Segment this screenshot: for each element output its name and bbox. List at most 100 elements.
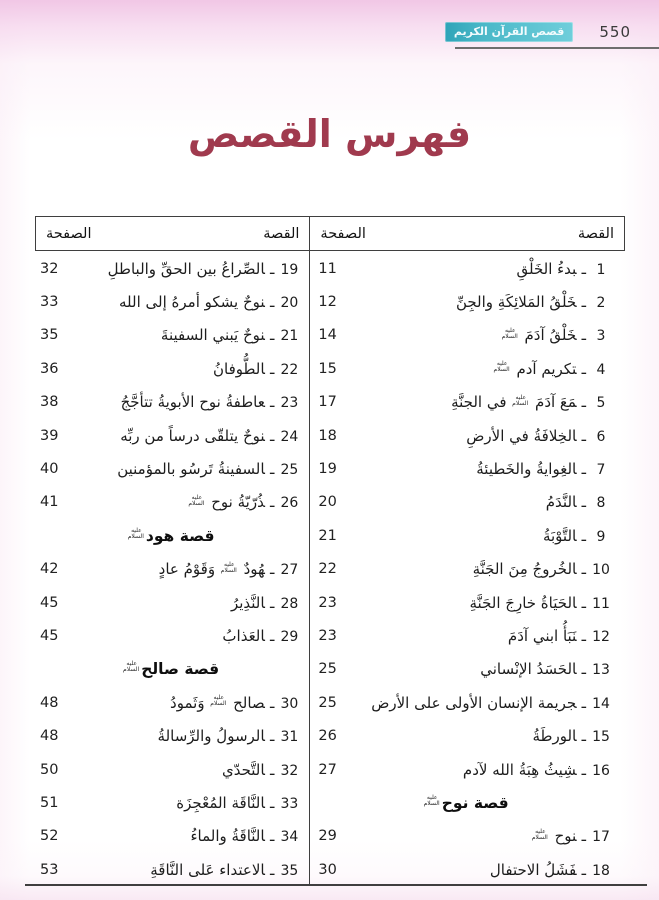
- toc-entry-dash: ـ: [269, 860, 275, 879]
- toc-entry-text: 29 ـالعَذابُ: [222, 627, 301, 645]
- toc-entry-number: 32: [280, 762, 299, 779]
- toc-entry: 19 ـالصِّراعُ بين الحقِّ والباطلِ 32: [40, 252, 301, 285]
- toc-page-number: 30: [318, 861, 337, 878]
- toc-entry-title: خَلْقُ المَلائِكَةِ والجِنِّ: [455, 293, 577, 312]
- toc-page-number: 36: [40, 360, 59, 377]
- toc-entry: 12 ـنَبَأُ ابني آدَمَ 23: [318, 619, 613, 652]
- toc-entry: 27 ـهُودٌ عليه السلام وَقَوْمُ عادٍ 42: [40, 553, 301, 586]
- toc-entry-dash: ـ: [269, 560, 275, 579]
- toc-page-number: 38: [40, 394, 59, 411]
- table-body: 1ـبدءُ الخَلْقِ 11 2ـخَلْقُ المَلائِكَةِ و…: [35, 251, 625, 887]
- toc-page-number: 26: [318, 728, 337, 745]
- alayhi-salam-mark: عليه السلام: [188, 493, 205, 507]
- table-of-contents: القصة الصفحة القصة الصفحة 1ـبدءُ الخَلْق…: [35, 216, 625, 887]
- toc-entry-text: 27 ـهُودٌ عليه السلام وَقَوْمُ عادٍ: [159, 560, 302, 578]
- toc-entry-number: 25: [280, 462, 299, 479]
- toc-entry-dash: ـ: [581, 526, 586, 545]
- toc-page-number: 48: [40, 728, 59, 745]
- toc-entry-text: 6ـالخِلافَةُ في الأرضِ: [466, 427, 613, 445]
- alayhi-salam-mark: عليه السلام: [123, 660, 140, 674]
- toc-entry-dash: ـ: [269, 359, 275, 378]
- toc-entry: 29 ـالعَذابُ 45: [40, 619, 301, 652]
- toc-page-number: 25: [318, 694, 337, 711]
- toc-column-left: 19ـالصِّراعُ بين الحقِّ والباطلِ 32 20ـنوح…: [35, 251, 309, 886]
- toc-entry: 32 ـالتَّحدّي 50: [40, 753, 301, 786]
- column-header-page: الصفحة: [46, 225, 92, 242]
- table-header-left: القصة الصفحة: [36, 217, 309, 250]
- toc-entry-number: 29: [280, 628, 299, 645]
- toc-entry: 13 ـالحَسَدُ الإنْساني 25: [318, 653, 613, 686]
- toc-page-number: 35: [40, 327, 59, 344]
- toc-entry-text: 14 ـجريمة الإنسان الأولى على الأرض: [371, 694, 613, 712]
- toc-entry-dash: ـ: [269, 693, 275, 712]
- toc-entry: 21 ـنوحٌ يَبني السفينةَ 35: [40, 319, 301, 352]
- toc-entry-dash: ـ: [269, 426, 275, 445]
- toc-entry-title: خَلْقُ آدَمَ عليه السلام: [501, 326, 577, 345]
- toc-entry-text: 28 ـالنَّذِيرُ: [231, 594, 301, 612]
- toc-entry-dash: ـ: [269, 593, 275, 612]
- toc-page-number: 50: [40, 761, 59, 778]
- toc-entry: 9ـالتَّوْبَةُ 21: [318, 519, 613, 552]
- toc-entry-dash: ـ: [269, 293, 275, 312]
- toc-entry-title: هُودٌ عليه السلام وَقَوْمُ عادٍ: [158, 560, 265, 579]
- header-divider: [455, 47, 659, 49]
- toc-entry-text: 16 ـشِيثُ هِبَةُ الله لآدم: [463, 761, 613, 779]
- toc-entry-number: 13: [592, 662, 610, 679]
- toc-page-number: 20: [318, 494, 337, 511]
- toc-entry-title: نوح عليه السلام: [531, 827, 577, 846]
- toc-page-number: 25: [318, 661, 337, 678]
- toc-entry-text: 26 ـذُرّيّةُ نوح عليه السلام: [187, 493, 301, 511]
- toc-page-number: 45: [40, 594, 59, 611]
- toc-entry-number: 31: [280, 729, 299, 746]
- toc-entry-number: 23: [280, 395, 299, 412]
- toc-entry-title: تكريم آدم عليه السلام: [493, 359, 577, 378]
- toc-entry-text: 33 ـالنَّاقَة المُعْجِزَة: [176, 794, 301, 812]
- toc-entry: 34 ـالنَّاقَةُ والماءُ 52: [40, 820, 301, 853]
- toc-entry-number: 10: [592, 562, 610, 579]
- toc-entry-number: 35: [280, 862, 299, 879]
- alayhi-salam-mark: عليه السلام: [210, 694, 227, 708]
- toc-entry: 25 ـالسفينةُ تَرسُو بالمؤمنين 40: [40, 452, 301, 485]
- toc-page-number: 21: [318, 527, 337, 544]
- toc-entry-number: 19: [280, 261, 299, 278]
- toc-entry-text: 8ـالنَّدَمُ: [546, 493, 613, 511]
- section-header: قصة صالح عليه السلام: [123, 660, 220, 679]
- toc-entry-dash: ـ: [581, 593, 586, 612]
- toc-entry-number: 11: [592, 595, 610, 612]
- toc-entry-title: بدءُ الخَلْقِ: [516, 259, 577, 278]
- toc-entry-dash: ـ: [581, 760, 586, 779]
- toc-page-number: 45: [40, 627, 59, 644]
- toc-entry-number: 17: [592, 829, 610, 846]
- toc-entry-text: 7ـالغِوايةُ والخَطيئةُ: [476, 460, 613, 478]
- toc-entry: 23 ـعاطفةُ نوح الأبويةُ تتأجَّجُ 38: [40, 386, 301, 419]
- alayhi-salam-mark: عليه السلام: [512, 393, 529, 407]
- toc-page-number: 29: [318, 828, 337, 845]
- toc-entry: 17 ـنوح عليه السلام 29: [318, 820, 613, 853]
- toc-entry-dash: ـ: [269, 393, 275, 412]
- toc-entry-title: الورطَةُ: [532, 727, 577, 746]
- toc-entry: 3ـخَلْقُ آدَمَ عليه السلام 14: [318, 319, 613, 352]
- toc-entry-dash: ـ: [581, 293, 586, 312]
- toc-entry-text: 18 ـفَشَلُ الاحتفال: [490, 861, 613, 879]
- toc-entry-number: 16: [592, 762, 610, 779]
- toc-entry-title: شِيثُ هِبَةُ الله لآدم: [462, 760, 577, 779]
- toc-entry-dash: ـ: [269, 259, 275, 278]
- toc-page-number: 23: [318, 594, 337, 611]
- toc-column-right: 1ـبدءُ الخَلْقِ 11 2ـخَلْقُ المَلائِكَةِ و…: [309, 251, 625, 887]
- toc-entry-title: الغِوايةُ والخَطيئةُ: [476, 460, 577, 479]
- toc-entry-title: العَذابُ: [222, 626, 265, 645]
- toc-entry-dash: ـ: [269, 326, 275, 345]
- toc-entry-dash: ـ: [581, 727, 586, 746]
- toc-entry-number: 34: [280, 829, 299, 846]
- toc-entry: 18 ـفَشَلُ الاحتفال 30: [318, 853, 613, 886]
- toc-entry-text: 24 ـنوحٌ يتلقّى درساً من ربِّه: [120, 427, 301, 445]
- toc-entry-text: 10 ـالخُروجُ مِنَ الجَنَّةِ: [473, 560, 613, 578]
- toc-entry-dash: ـ: [581, 326, 586, 345]
- toc-entry-title: السفينةُ تَرسُو بالمؤمنين: [117, 460, 265, 479]
- toc-entry-title: نوحٌ يشكو أمرهُ إلى الله: [119, 293, 265, 312]
- alayhi-salam-mark: عليه السلام: [127, 526, 144, 540]
- alayhi-salam-mark: عليه السلام: [220, 560, 237, 574]
- toc-entry-text: 11 ـالحَيَاةُ خارِجَ الجَنَّةِ: [470, 594, 613, 612]
- toc-entry-dash: ـ: [581, 393, 586, 412]
- toc-entry: 28 ـالنَّذِيرُ 45: [40, 586, 301, 619]
